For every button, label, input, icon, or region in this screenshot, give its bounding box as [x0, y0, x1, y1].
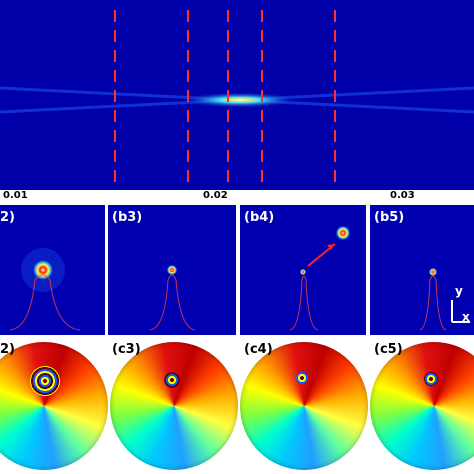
vortex: [424, 372, 438, 386]
panel-label: (c3): [112, 342, 141, 357]
axis-label: x: [462, 310, 470, 324]
phase-disc: [370, 342, 474, 470]
panel-label: (b5): [374, 210, 405, 225]
dashed-markers: [114, 10, 336, 190]
axis-tick: 0.01: [3, 190, 28, 201]
axis-label: y: [455, 284, 463, 298]
phase-disc: [240, 342, 368, 470]
vortex: [30, 366, 60, 396]
row-b-panels: [0, 205, 474, 335]
panel-label: (b3): [112, 210, 143, 225]
panel-label: (c5): [374, 342, 403, 357]
vortex: [296, 372, 308, 384]
phase-disc: [110, 342, 238, 470]
beam-focus: [180, 92, 300, 108]
panel-label: (c4): [244, 342, 273, 357]
phase-disc: [0, 342, 108, 470]
panel-label: (b4): [244, 210, 275, 225]
vortex: [164, 372, 180, 388]
panel-label: 2): [0, 342, 15, 357]
panel-label: 2): [0, 210, 15, 225]
axis-tick: 0.02: [203, 190, 228, 201]
axis-tick: 0.03: [390, 190, 415, 201]
